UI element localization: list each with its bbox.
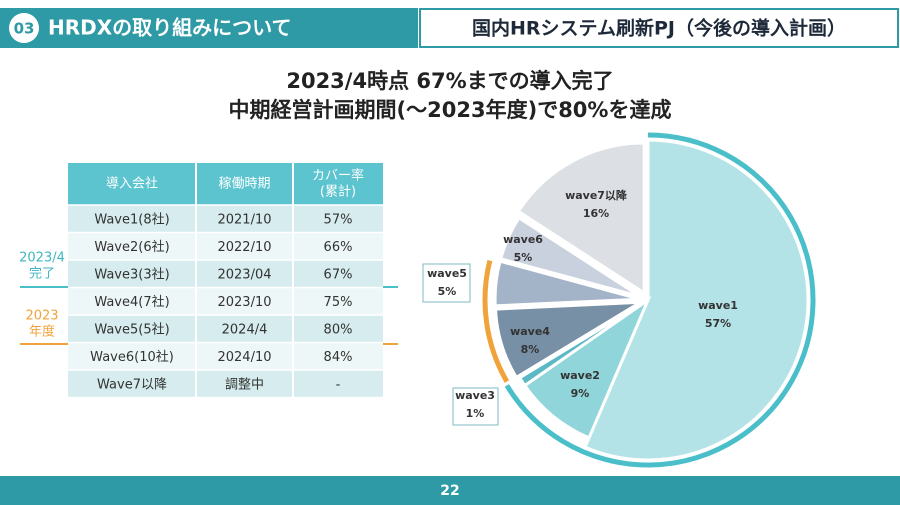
table-cell: 2024/4 — [222, 322, 268, 337]
table-cell: 2023/04 — [217, 267, 271, 282]
table-row — [68, 260, 383, 288]
slice-value: 9% — [571, 387, 590, 400]
table-cell: Wave4(7社) — [94, 294, 169, 310]
slice-label: wave4 — [510, 325, 550, 338]
slice-label: wave1 — [698, 299, 738, 312]
callout-box — [422, 263, 471, 303]
pie-slice — [493, 300, 642, 380]
table-row — [68, 287, 383, 315]
table-cell: Wave5(5社) — [94, 321, 169, 337]
table-cell: 2024/10 — [217, 350, 271, 365]
slice-value: 8% — [521, 343, 540, 356]
slice-label: wave5 — [427, 267, 467, 280]
table-cell: Wave7以降 — [97, 377, 167, 392]
table-cell: Wave3(3社) — [94, 266, 169, 282]
table-cell: 67% — [324, 267, 353, 282]
section-title: HRDXの取り組みについて — [48, 16, 292, 40]
table-cell: 2023/10 — [217, 295, 271, 310]
column-header: 導入会社 — [106, 176, 158, 192]
section-bar — [0, 8, 418, 48]
page-title-box — [419, 8, 899, 48]
table-cell: - — [336, 377, 341, 392]
pie-slice — [498, 215, 642, 299]
table-cell: 2021/10 — [217, 212, 271, 227]
column-header: (累計) — [320, 184, 356, 200]
headline: 2023/4時点 67%までの導入完了 — [286, 69, 613, 93]
table-cell: Wave6(10社) — [90, 349, 174, 365]
plan-arc — [482, 259, 510, 383]
pie-slice — [517, 298, 649, 388]
side-label: 2023/4 — [19, 251, 65, 266]
table-cell: Wave2(6社) — [94, 239, 169, 255]
slice-value: 16% — [583, 207, 609, 220]
pie-slice — [516, 141, 646, 296]
table-cell: 80% — [324, 322, 353, 337]
slice-value: 1% — [466, 407, 485, 420]
table-cell: 75% — [324, 295, 353, 310]
side-label: 完了 — [29, 267, 55, 282]
table-row — [68, 232, 383, 260]
slice-label: wave7以降 — [565, 188, 628, 202]
callout-box — [452, 387, 499, 426]
table-cell: 調整中 — [225, 377, 264, 392]
table-row — [68, 370, 383, 398]
column-header: カバー率 — [312, 168, 364, 184]
headline: 中期経営計画期間(～2023年度)で80%を達成 — [229, 98, 672, 122]
table-row — [68, 342, 383, 370]
section-badge — [9, 13, 39, 43]
pie-slice — [583, 138, 810, 462]
page-title: 国内HRシステム刷新PJ（今後の導入計画） — [472, 17, 846, 40]
slice-label: wave3 — [455, 389, 495, 402]
table-cell: 66% — [324, 240, 353, 255]
slice-label: wave2 — [560, 369, 600, 382]
page-number: 22 — [440, 483, 459, 499]
footer-bar — [0, 476, 900, 505]
pie-slice — [493, 259, 641, 308]
slice-value: 57% — [705, 317, 731, 330]
table-cell: Wave1(8社) — [94, 211, 169, 227]
pie-slice — [522, 295, 652, 440]
column-header: 稼働時期 — [218, 177, 270, 192]
slice-value: 5% — [438, 285, 457, 298]
table-cell: 57% — [324, 212, 353, 227]
side-label: 2023 — [25, 309, 58, 324]
side-label: 年度 — [29, 324, 55, 340]
completed-arc — [504, 132, 816, 468]
table-cell: 2022/10 — [217, 240, 271, 255]
table-row — [68, 315, 383, 343]
table-row — [68, 205, 383, 233]
slice-label: wave6 — [503, 233, 543, 246]
table-cell: 84% — [324, 350, 353, 365]
table-header — [68, 163, 383, 205]
slice-value: 5% — [514, 251, 533, 264]
section-number: 03 — [14, 20, 35, 38]
